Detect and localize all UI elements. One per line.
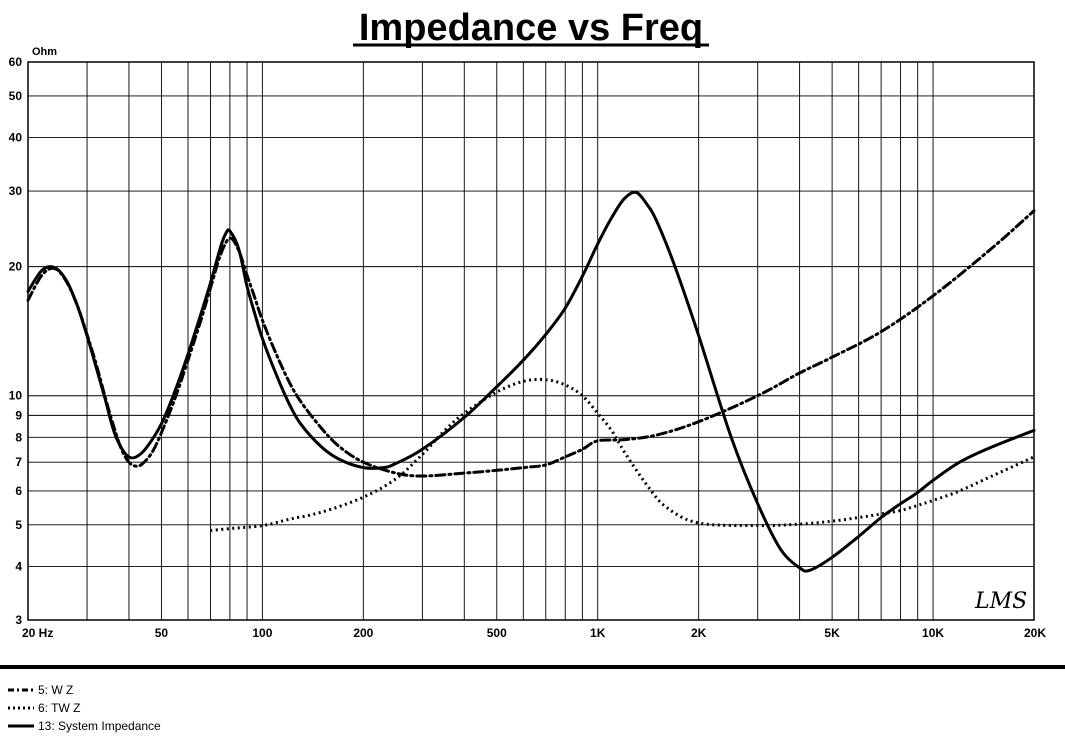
legend-entry-label: 5: W Z [38,683,73,697]
x-tick-label: 500 [487,626,507,640]
x-tick-label: 20 Hz [22,626,53,640]
legend: 5: W Z 6: TW Z 13: System Impedance [8,683,161,733]
y-axis-unit-label: Ohm [32,46,57,58]
y-tick-label: 7 [15,455,22,469]
x-tick-label: 2K [691,626,707,640]
x-tick-label: 1K [590,626,606,640]
x-tick-label: 100 [252,626,272,640]
y-tick-label: 30 [9,184,23,198]
x-tick-label: 5K [824,626,840,640]
y-tick-label: 10 [9,389,23,403]
y-tick-label: 9 [15,408,22,422]
grid [28,62,1034,620]
y-tick-label: 20 [9,260,23,274]
plot-area-border [27,61,1035,621]
y-tick-label: 5 [15,518,22,532]
y-tick-label: 60 [9,55,23,69]
legend-entry-label: 13: System Impedance [38,719,161,733]
series-line-3 [26,190,1036,573]
lms-logo-text: LMS [974,589,1027,614]
y-tick-label: 4 [15,559,22,573]
y-tick-labels: 3 4 5 6 7 8 9 10 20 30 40 50 60 [9,55,23,627]
x-tick-label: 10K [922,626,944,640]
legend-entry-label: 6: TW Z [38,701,80,715]
y-tick-label: 8 [15,430,22,444]
y-tick-label: 3 [15,613,22,627]
series-lines [26,190,1036,573]
series-line-2 [210,377,1035,532]
series-line-1 [26,209,1036,478]
lms-logo: LMS [974,589,1027,614]
y-tick-label: 6 [15,484,22,498]
x-tick-labels: 20 Hz 50 100 200 500 1K 2K 5K 10K 20K [22,626,1046,640]
y-tick-label: 50 [9,89,23,103]
chart-title: Impedance vs Freq [359,7,703,49]
x-tick-label: 200 [353,626,373,640]
y-tick-label: 40 [9,131,23,145]
x-tick-label: 20K [1024,626,1046,640]
x-tick-label: 50 [155,626,169,640]
